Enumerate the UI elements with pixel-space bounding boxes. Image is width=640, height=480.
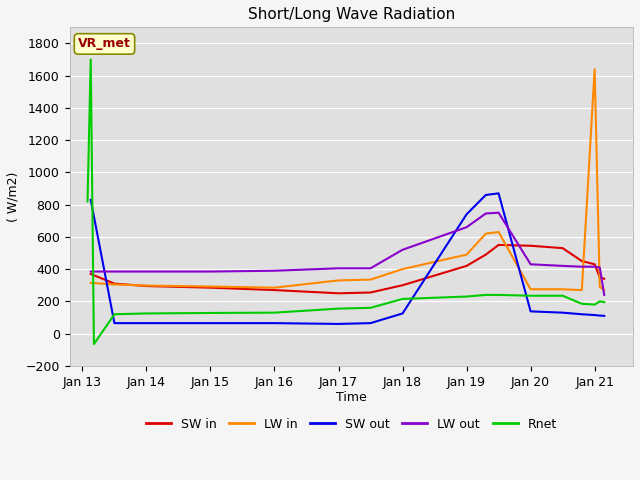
Legend: SW in, LW in, SW out, LW out, Rnet: SW in, LW in, SW out, LW out, Rnet: [141, 413, 562, 436]
Title: Short/Long Wave Radiation: Short/Long Wave Radiation: [248, 7, 455, 22]
X-axis label: Time: Time: [336, 391, 367, 404]
Y-axis label: ( W/m2): ( W/m2): [7, 171, 20, 222]
Text: VR_met: VR_met: [78, 37, 131, 50]
